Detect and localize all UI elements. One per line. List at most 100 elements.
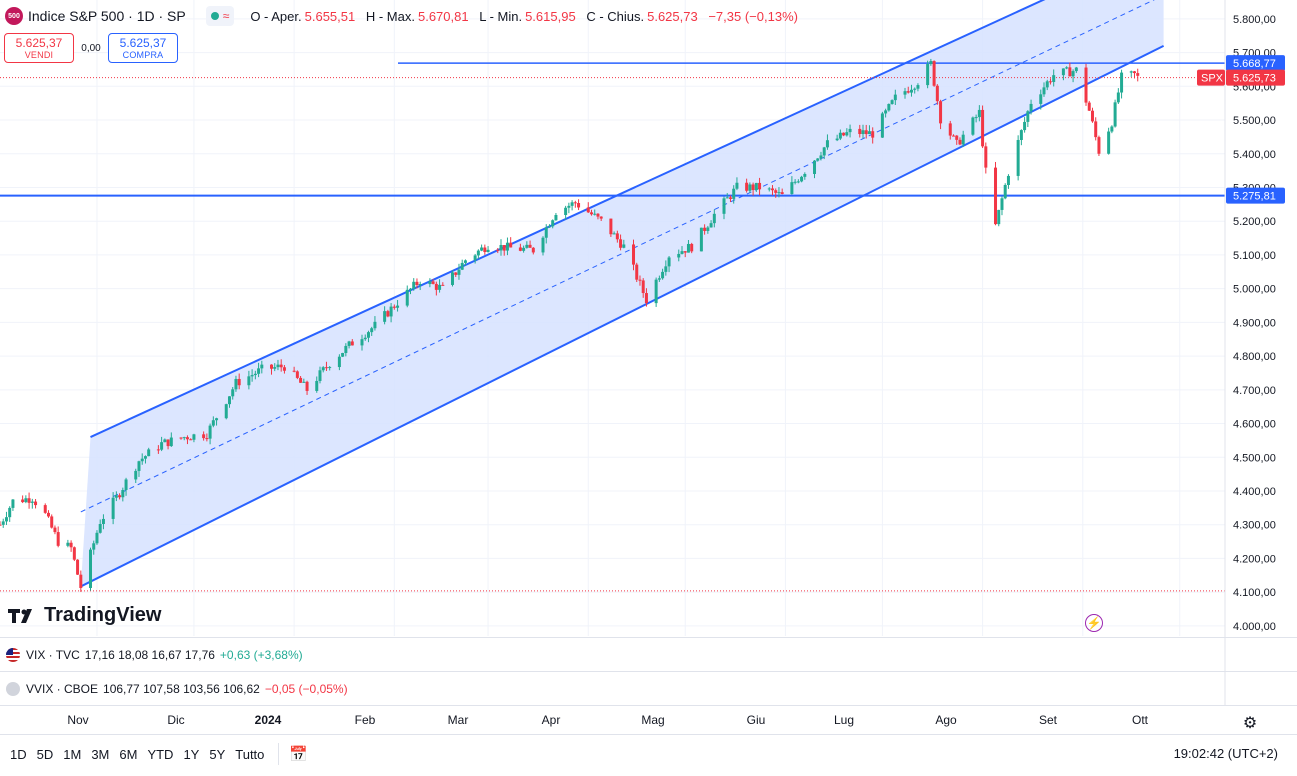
tradingview-logo[interactable]: TradingView <box>8 604 161 627</box>
candle-body <box>215 418 219 421</box>
candle-body <box>189 439 193 441</box>
candle-body <box>712 213 716 224</box>
price-axis-label-bg <box>1226 187 1285 204</box>
candle-body <box>589 212 593 215</box>
candle-body <box>909 89 913 93</box>
price-axis-label: 5.625,73 <box>1233 73 1276 85</box>
buy-button[interactable]: 5.625,37 COMPRA <box>108 33 178 63</box>
candle-body <box>321 367 325 371</box>
ohlc-close-value: 5.625,73 <box>647 8 698 24</box>
candle-body <box>767 188 771 190</box>
range-5y[interactable]: 5Y <box>209 746 226 762</box>
candle-body <box>939 101 943 124</box>
candle-body <box>305 381 309 391</box>
candle-body <box>337 356 341 368</box>
candle-body <box>366 332 370 338</box>
candle-body <box>770 188 774 191</box>
candle-body <box>1090 110 1094 122</box>
ohlc-open-value: 5.655,51 <box>304 8 356 24</box>
range-6m[interactable]: 6M <box>119 746 138 762</box>
candle-body <box>509 242 513 248</box>
candle-body <box>360 339 364 346</box>
candle-body <box>134 470 138 480</box>
candle-body <box>318 370 322 381</box>
indicator-pane-vvix[interactable]: VVIX · CBOE 106,77 107,58 103,56 106,62 … <box>0 671 1297 705</box>
candle-body <box>350 341 354 346</box>
candle-body <box>412 281 416 289</box>
candle-body <box>454 272 458 275</box>
sell-button[interactable]: 5.625,37 VENDI <box>4 33 74 63</box>
price-axis-tick: 4.700,00 <box>1233 385 1276 397</box>
price-axis-tick: 4.400,00 <box>1233 486 1276 498</box>
time-axis[interactable]: Nov Dic 2024 Feb Mar Apr Mag Giu Lug Ago… <box>0 705 1297 734</box>
candle-body <box>751 184 755 191</box>
market-status[interactable]: ≈ <box>205 6 235 26</box>
candle-body <box>295 371 299 378</box>
candle-body <box>480 247 484 251</box>
candle-body <box>457 269 461 275</box>
time-axis-label: Mar <box>447 713 469 727</box>
spread-value: 0,00 <box>81 42 101 54</box>
candle-body <box>816 158 820 161</box>
range-1y[interactable]: 1Y <box>183 746 200 762</box>
candle-body <box>703 227 707 231</box>
range-1m[interactable]: 1M <box>63 746 82 762</box>
candle-body <box>661 271 665 279</box>
candle-body <box>858 128 862 135</box>
candle-body <box>237 378 241 386</box>
price-axis-tick: 4.200,00 <box>1233 553 1276 565</box>
candle-body <box>644 293 648 304</box>
price-axis-tick: 4.600,00 <box>1233 419 1276 431</box>
price-axis-tick: 5.400,00 <box>1233 149 1276 161</box>
symbol-title[interactable]: Indice S&P 500 · 1D · SP <box>28 8 186 24</box>
candle-body <box>66 542 70 546</box>
ohlc-low-value: 5.615,95 <box>525 8 576 24</box>
candle-body <box>913 88 917 90</box>
range-3m[interactable]: 3M <box>91 746 110 762</box>
candle-body <box>677 253 681 258</box>
logo-text: TradingView <box>44 604 162 626</box>
candle-body <box>208 425 212 439</box>
gear-icon[interactable]: ⚙ <box>1242 715 1258 732</box>
candle-body <box>34 501 38 506</box>
calendar-icon[interactable]: 📅 <box>289 746 309 763</box>
candle-body <box>522 247 526 251</box>
candle-body <box>121 490 125 498</box>
candle-body <box>528 244 532 248</box>
candle-body <box>725 197 729 199</box>
candle-body <box>389 306 393 317</box>
price-chart[interactable]: 5.800,005.700,005.600,005.500,005.400,00… <box>0 0 1297 705</box>
candle-body <box>845 132 849 136</box>
vvix-icon <box>6 681 20 696</box>
flash-icon[interactable]: ⚡ <box>1085 614 1103 632</box>
candle-body <box>955 135 959 140</box>
indicator-pane-vix[interactable]: VIX · TVC 17,16 18,08 16,67 17,76 +0,63 … <box>0 637 1297 671</box>
candle-body <box>754 182 758 191</box>
candle-body <box>977 109 981 118</box>
candle-body <box>234 378 238 390</box>
candle-body <box>434 283 438 290</box>
candle-body <box>981 109 985 147</box>
candle-body <box>935 85 939 102</box>
candle-body <box>654 279 658 304</box>
range-5d[interactable]: 5D <box>36 746 54 762</box>
candle-body <box>813 160 817 174</box>
range-1d[interactable]: 1D <box>10 746 27 762</box>
candle-body <box>1006 175 1010 186</box>
indicator-change: −0,05 (−0,05%) <box>264 681 348 696</box>
ohlc-high-label: H - Max. <box>365 8 415 24</box>
candle-body <box>612 233 616 235</box>
candle-body <box>722 198 726 214</box>
candle-body <box>893 94 897 101</box>
candle-body <box>499 245 503 251</box>
candle-body <box>1068 67 1072 77</box>
indicator-symbol: VIX · TVC <box>26 647 80 662</box>
clock[interactable]: 19:02:42 (UTC+2) <box>1173 746 1278 761</box>
candle-body <box>547 226 551 228</box>
time-axis-label: Ago <box>935 713 957 727</box>
candle-body <box>1029 103 1033 112</box>
range-all[interactable]: Tutto <box>235 746 265 762</box>
candle-body <box>72 547 76 560</box>
range-ytd[interactable]: YTD <box>147 746 174 762</box>
candle-body <box>745 182 749 191</box>
